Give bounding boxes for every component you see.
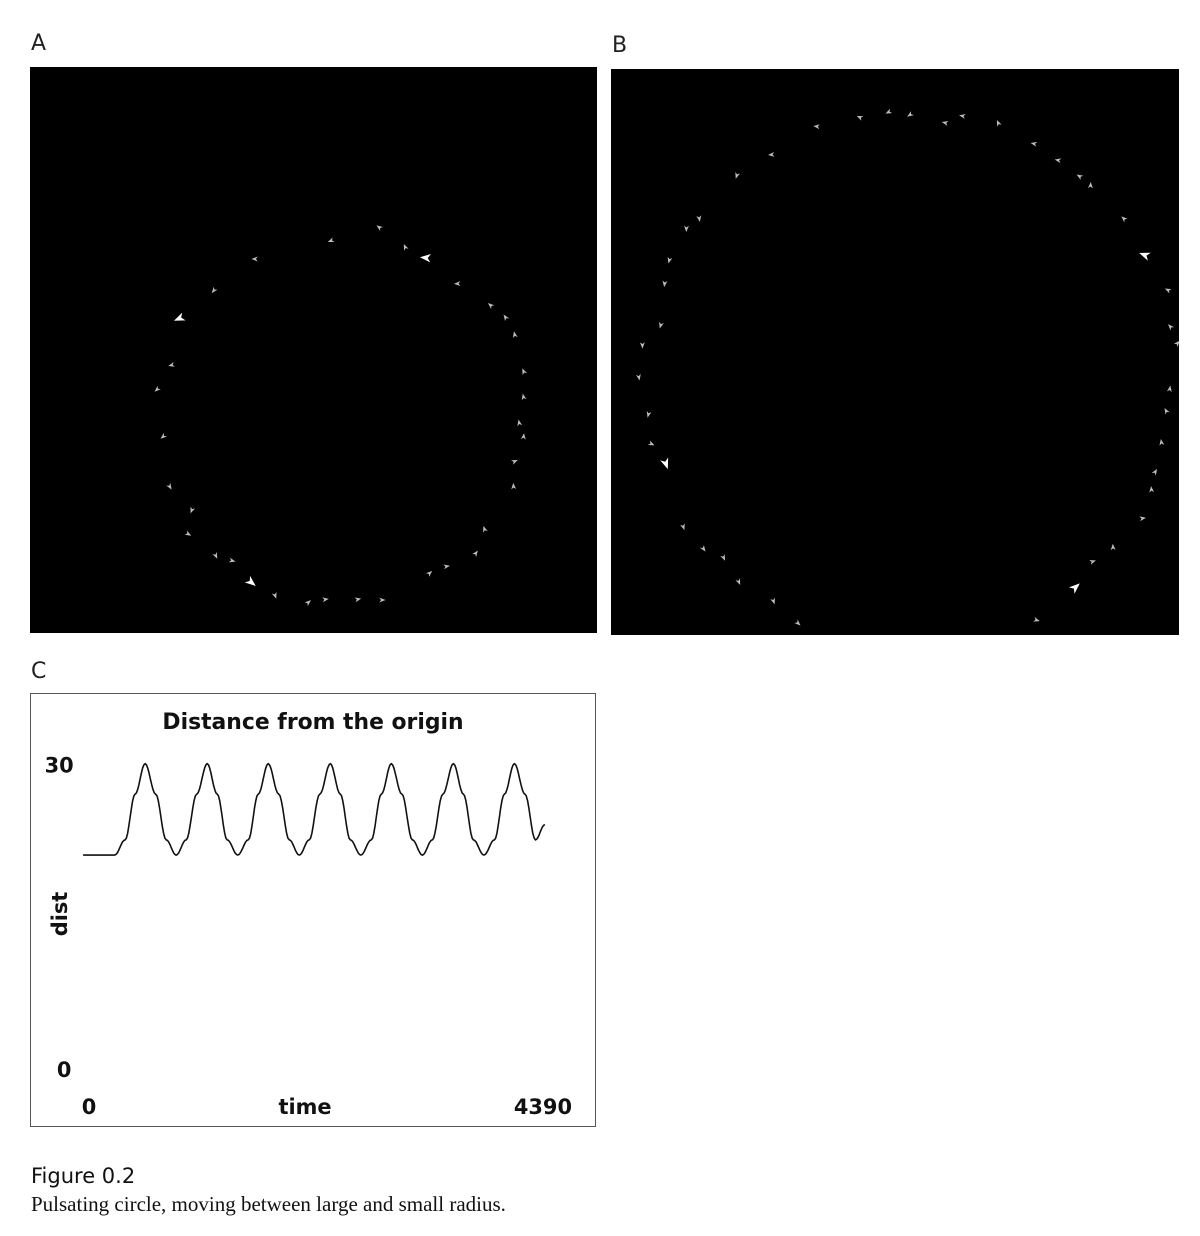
b-turtle-52 <box>1139 252 1151 261</box>
a-turtle-3 <box>511 482 517 490</box>
a-turtle-22 <box>160 432 167 439</box>
a-turtle-7 <box>443 564 450 570</box>
b-turtle-4 <box>1149 486 1155 493</box>
a-turtle-24 <box>154 385 161 392</box>
a-turtle-37 <box>403 244 409 251</box>
b-turtle-33 <box>684 225 689 232</box>
distance-plot: Distance from the origin 30 0 0 4390 tim… <box>30 693 596 1127</box>
simulation-view-b <box>611 69 1179 635</box>
a-turtle-1 <box>520 433 526 440</box>
b-turtle-6 <box>1110 543 1116 551</box>
b-turtle-40 <box>856 115 864 121</box>
simulation-view-a <box>30 67 597 633</box>
b-turtle-21 <box>720 554 726 561</box>
b-turtle-25 <box>660 457 669 470</box>
a-turtle-14 <box>271 591 277 599</box>
a-turtle-44 <box>522 368 528 376</box>
b-turtle-3 <box>1151 468 1158 476</box>
b-turtle-31 <box>662 280 668 288</box>
b-turtle-45 <box>996 120 1002 127</box>
a-turtle-16 <box>228 557 236 563</box>
b-turtle-0 <box>1166 385 1172 393</box>
b-turtle-39 <box>813 124 820 130</box>
a-turtle-42 <box>503 314 510 322</box>
a-turtle-43 <box>512 331 518 339</box>
b-turtle-27 <box>646 410 652 418</box>
a-turtle-11 <box>354 597 362 603</box>
a-turtle-8 <box>425 570 433 577</box>
b-turtle-23 <box>680 523 685 531</box>
b-turtle-26 <box>647 440 655 446</box>
a-turtle-18 <box>184 530 192 536</box>
figure-number: Figure 0.2 <box>31 1164 136 1188</box>
a-turtle-34 <box>327 237 335 242</box>
series-line-distance <box>83 762 546 856</box>
b-turtle-37 <box>768 151 775 157</box>
a-turtle-20 <box>166 482 172 490</box>
b-turtle-29 <box>639 342 645 349</box>
turtle-ring-a <box>154 225 528 607</box>
b-turtle-46 <box>1030 141 1038 147</box>
b-turtle-28 <box>635 373 641 381</box>
plot-title: Distance from the origin <box>162 710 463 735</box>
b-turtle-32 <box>667 256 673 264</box>
b-turtle-48 <box>1076 174 1084 180</box>
b-turtle-2 <box>1159 439 1165 446</box>
figure-caption: Pulsating circle, moving between large a… <box>31 1192 506 1216</box>
turtle-ring-b <box>635 108 1179 626</box>
a-turtle-13 <box>304 600 311 607</box>
b-turtle-47 <box>1054 158 1062 164</box>
b-turtle-10 <box>1033 616 1040 622</box>
a-turtle-31 <box>251 256 258 262</box>
b-turtle-7 <box>1089 560 1096 565</box>
a-turtle-29 <box>211 286 218 294</box>
a-turtle-38 <box>419 254 432 263</box>
a-turtle-36 <box>376 225 384 232</box>
b-turtle-53 <box>1164 288 1172 294</box>
b-turtle-36 <box>735 171 740 179</box>
b-turtle-54 <box>1168 324 1175 331</box>
b-turtle-22 <box>699 545 706 552</box>
b-turtle-49 <box>1087 182 1093 189</box>
y-tick-max: 30 <box>45 754 74 778</box>
x-tick-max: 4390 <box>514 1095 572 1119</box>
x-axis-label: time <box>278 1095 331 1119</box>
b-turtle-55 <box>1173 340 1179 348</box>
x-tick-min: 0 <box>82 1095 97 1119</box>
b-turtle-43 <box>941 121 949 126</box>
b-turtle-19 <box>770 597 775 605</box>
b-turtle-8 <box>1068 583 1080 594</box>
b-turtle-42 <box>907 111 914 117</box>
a-turtle-17 <box>212 552 218 559</box>
y-tick-min: 0 <box>57 1058 72 1082</box>
a-turtle-12 <box>322 597 329 603</box>
a-turtle-15 <box>244 575 256 587</box>
y-axis-label: dist <box>48 892 72 937</box>
panel-label-c: C <box>31 659 47 684</box>
panel-label-a: A <box>31 31 47 56</box>
b-turtle-5 <box>1139 516 1146 522</box>
b-turtle-30 <box>659 321 664 329</box>
panel-label-b: B <box>612 33 628 58</box>
b-turtle-34 <box>696 215 702 222</box>
a-turtle-19 <box>190 506 196 514</box>
b-turtle-44 <box>959 114 966 119</box>
a-turtle-6 <box>472 550 478 558</box>
a-turtle-27 <box>174 312 186 321</box>
b-turtle-50 <box>1121 216 1128 223</box>
b-turtle-41 <box>885 108 893 114</box>
a-turtle-41 <box>487 303 495 309</box>
distance-plot-svg: Distance from the origin 30 0 0 4390 tim… <box>45 710 572 1119</box>
a-turtle-40 <box>454 281 461 287</box>
a-turtle-5 <box>483 525 488 533</box>
b-turtle-18 <box>794 619 801 626</box>
a-turtle-25 <box>168 362 175 367</box>
a-turtle-10 <box>379 597 386 603</box>
b-turtle-1 <box>1164 407 1170 415</box>
a-turtle-0 <box>517 419 523 427</box>
a-turtle-2 <box>511 460 518 465</box>
b-turtle-20 <box>735 578 741 586</box>
a-turtle-45 <box>521 393 527 401</box>
